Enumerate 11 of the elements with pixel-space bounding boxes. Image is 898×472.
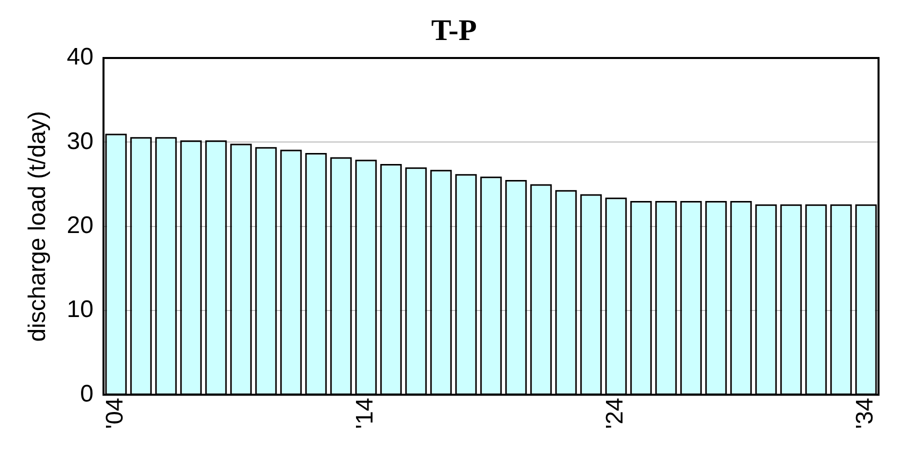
y-tick-label: 40 [66, 44, 94, 71]
y-tick-label: 20 [66, 212, 94, 239]
chart-title: T-P [431, 14, 477, 47]
y-tick-label: 10 [66, 296, 94, 324]
y-tick-label: 30 [66, 128, 94, 155]
x-tick-label: '34 [852, 398, 879, 430]
x-tick-label: '04 [102, 398, 129, 430]
y-tick-label: 0 [80, 380, 94, 408]
x-tick-label: '24 [602, 398, 629, 430]
y-axis-title: discharge load (t/day) [24, 110, 52, 342]
x-tick-label: '14 [352, 398, 379, 430]
